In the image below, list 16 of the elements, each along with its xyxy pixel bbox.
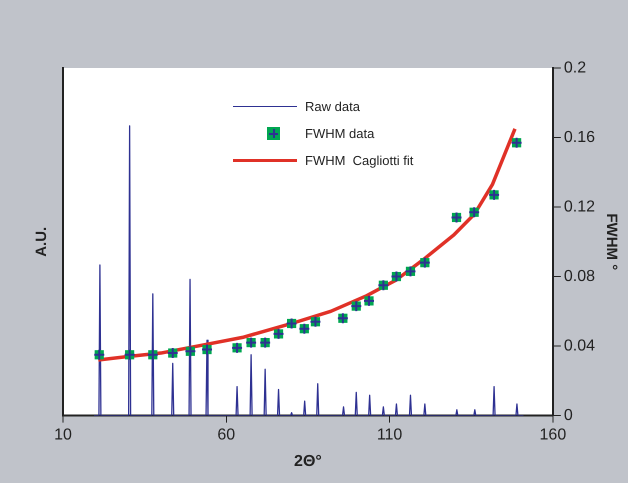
- x-tick-label: 160: [540, 426, 566, 444]
- y2-tick-label: 0: [564, 407, 573, 424]
- y2-tick-label: 0.08: [564, 268, 596, 285]
- y2-tick-label: 0.2: [564, 59, 586, 76]
- x-tick-label: 110: [376, 426, 402, 444]
- y2-tick-label: 0.12: [564, 198, 596, 216]
- y-axis-title: A.U.: [33, 226, 50, 257]
- x-tick-label: 60: [217, 426, 236, 444]
- y2-tick-label: 0.04: [564, 337, 596, 354]
- x-axis-title: 2Θ°: [294, 452, 322, 470]
- y2-tick-label: 0.16: [564, 128, 596, 146]
- x-tick-label: 10: [54, 426, 72, 444]
- legend-label: Raw data: [305, 98, 360, 116]
- y2-axis-title: FWHM °: [602, 213, 620, 270]
- legend-label: FWHM data: [305, 125, 374, 143]
- legend-label: FWHM Cagliotti fit: [305, 152, 414, 170]
